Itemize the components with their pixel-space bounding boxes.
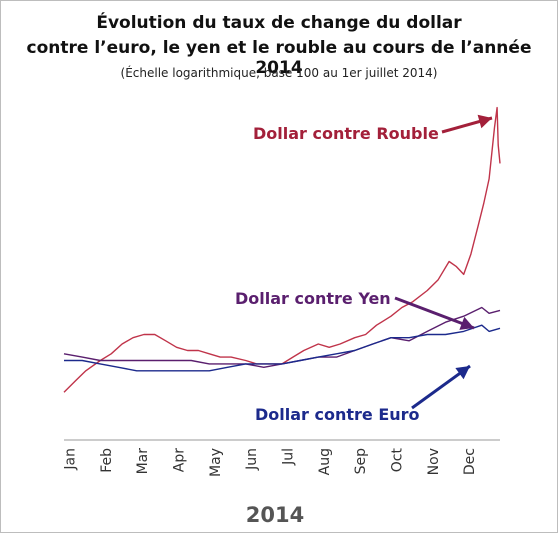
x-tick-label: Mar (135, 448, 151, 475)
chart-subtitle: (Échelle logarithmique, base 100 au 1er … (120, 66, 438, 80)
x-tick-label: Nov (426, 448, 442, 475)
series-label-euro: Dollar contre Euro (255, 405, 420, 424)
x-tick-label: Sep (353, 448, 369, 475)
x-tick-label: Feb (99, 448, 115, 473)
x-axis-title: 2014 (245, 503, 305, 527)
series-label-rouble: Dollar contre Rouble (253, 124, 439, 143)
series-line-euro (64, 324, 501, 372)
series-label-yen: Dollar contre Yen (235, 289, 391, 308)
x-tick-label: Dec (462, 448, 478, 475)
arrow-euro (411, 364, 471, 410)
x-tick-label: Oct (389, 448, 405, 473)
x-tick-label: Apr (171, 448, 187, 472)
series-line-yen (63, 306, 501, 368)
arrow-rouble (441, 114, 493, 134)
x-tick-label: May (208, 448, 224, 477)
arrow-yen (394, 296, 475, 330)
series-line-rouble (63, 106, 501, 393)
x-tick-label: Jun (244, 448, 260, 471)
chart-title-line2: contre l’euro, le yen et le rouble au co… (26, 38, 532, 78)
x-tick-label: Aug (317, 448, 333, 475)
chart-title: Évolution du taux de change du dollar (96, 13, 462, 33)
x-tick-label: Jan (62, 448, 78, 471)
x-tick-label: Jul (280, 448, 296, 466)
